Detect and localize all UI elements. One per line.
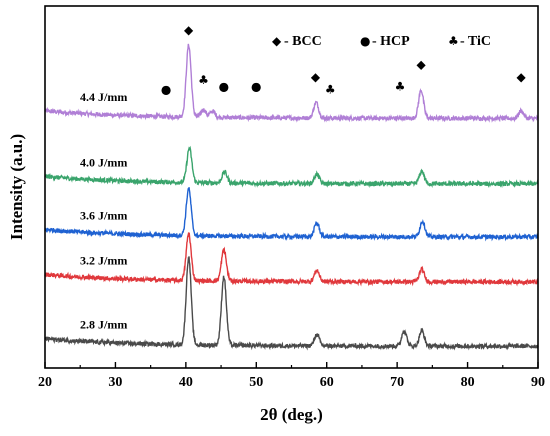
x-tick-label: 70 [390, 375, 404, 390]
legend: ◆ - BCC ● - HCP ♣ - TiC [272, 34, 491, 49]
series-line-5 [44, 256, 539, 351]
series-label: 4.0 J/mm [80, 155, 127, 169]
phase-marker: ♣ [395, 79, 406, 93]
x-tick-label: 40 [179, 375, 193, 390]
legend-symbol: ◆ [272, 34, 282, 48]
series-line-1 [44, 43, 539, 123]
legend-label: - BCC [284, 34, 322, 49]
phase-marker: ● [219, 79, 229, 93]
series-label: 3.6 J/mm [80, 208, 127, 222]
phase-marker: ● [161, 82, 171, 96]
x-axis-label: 2θ (deg.) [260, 405, 323, 424]
x-tick-label: 30 [108, 375, 122, 390]
phase-marker: ● [251, 79, 261, 93]
marker-layer: ◆ ● ♣ ● ● ◆ ♣ ♣ ◆ ◆ [161, 23, 527, 96]
phase-marker: ♣ [325, 82, 336, 96]
legend-label: - TiC [460, 34, 491, 49]
legend-symbol: ● [360, 34, 370, 48]
x-tick-label: 60 [320, 375, 334, 390]
x-tick-label: 80 [461, 375, 475, 390]
series-line-4 [44, 232, 539, 287]
x-tick-label: 50 [249, 375, 263, 390]
x-axis-ticks: 20 30 40 50 60 70 80 90 [38, 362, 545, 390]
legend-label: - HCP [372, 34, 410, 49]
phase-marker: ◆ [416, 57, 426, 71]
series-label: 3.2 J/mm [80, 253, 127, 267]
series-line-2 [44, 145, 539, 189]
phase-marker: ◆ [516, 70, 526, 84]
y-axis-label: Intensity (a.u.) [7, 134, 26, 240]
series-line-3 [44, 187, 539, 242]
phase-marker: ◆ [311, 70, 321, 84]
series-layer: 4.4 J/mm 4.0 J/mm 3.6 J/mm 3.2 J/mm 2.8 J/mm [44, 43, 539, 351]
x-tick-label: 90 [531, 375, 545, 390]
phase-marker: ♣ [198, 73, 209, 87]
series-label: 2.8 J/mm [80, 318, 127, 332]
x-tick-label: 20 [38, 375, 52, 390]
series-label: 4.4 J/mm [80, 90, 127, 104]
plot-frame [44, 5, 539, 369]
phase-marker: ◆ [184, 23, 194, 37]
legend-symbol: ♣ [448, 34, 459, 48]
